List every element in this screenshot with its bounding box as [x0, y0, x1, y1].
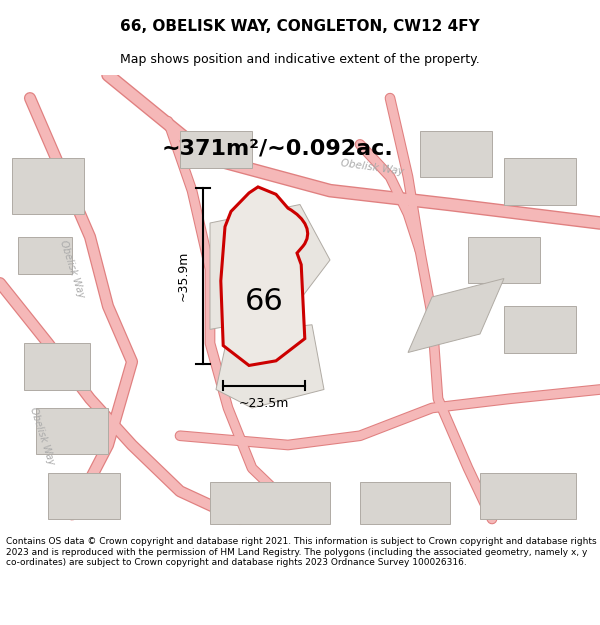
Polygon shape [408, 279, 504, 352]
Text: Obelisk Way: Obelisk Way [340, 158, 404, 177]
Polygon shape [360, 482, 450, 524]
Polygon shape [504, 306, 576, 352]
Polygon shape [18, 237, 72, 274]
Text: 66: 66 [245, 287, 283, 316]
PathPatch shape [221, 187, 308, 366]
Text: ~371m²/~0.092ac.: ~371m²/~0.092ac. [162, 139, 394, 159]
Text: ~23.5m: ~23.5m [239, 398, 289, 411]
Polygon shape [468, 237, 540, 283]
Polygon shape [480, 472, 576, 519]
Text: Contains OS data © Crown copyright and database right 2021. This information is : Contains OS data © Crown copyright and d… [6, 538, 596, 568]
Text: 66, OBELISK WAY, CONGLETON, CW12 4FY: 66, OBELISK WAY, CONGLETON, CW12 4FY [120, 19, 480, 34]
Text: Obelisk Way: Obelisk Way [28, 406, 56, 466]
Polygon shape [180, 131, 252, 168]
Polygon shape [210, 204, 330, 329]
Polygon shape [48, 472, 120, 519]
Text: Obelisk Way: Obelisk Way [58, 239, 86, 299]
Polygon shape [36, 408, 108, 454]
Polygon shape [420, 131, 492, 177]
Polygon shape [504, 158, 576, 204]
Text: Map shows position and indicative extent of the property.: Map shows position and indicative extent… [120, 52, 480, 66]
Polygon shape [12, 158, 84, 214]
Text: ~35.9m: ~35.9m [176, 251, 190, 301]
Polygon shape [210, 482, 330, 524]
Polygon shape [24, 343, 90, 389]
Polygon shape [216, 325, 324, 408]
